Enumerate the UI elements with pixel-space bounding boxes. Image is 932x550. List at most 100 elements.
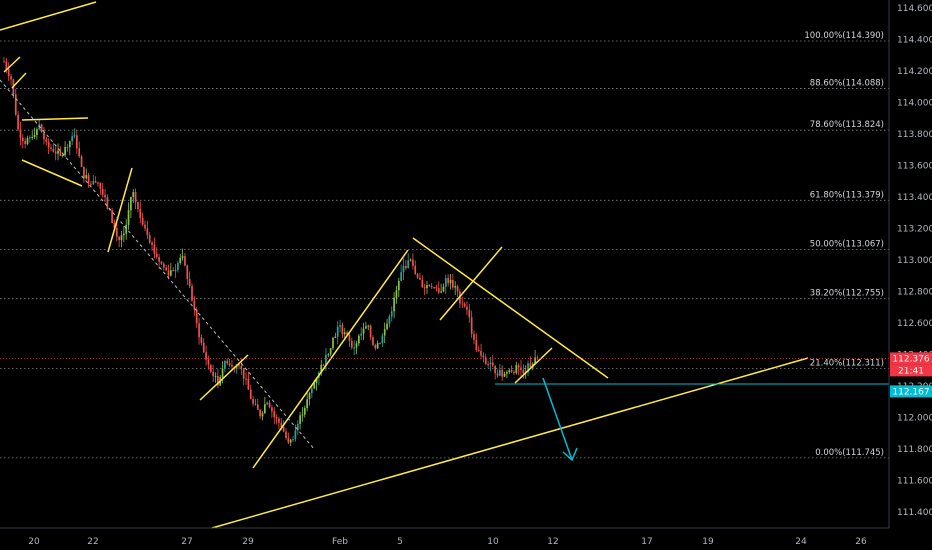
candle-body: [172, 270, 175, 272]
candle-body: [177, 262, 179, 270]
candle-body: [491, 362, 494, 366]
candle-body: [167, 270, 170, 276]
candle-body: [374, 344, 377, 349]
candle-body: [5, 61, 8, 70]
candle-body: [191, 285, 193, 301]
x-tick-label-1: 22: [87, 537, 98, 547]
candle-body: [261, 413, 264, 417]
trendline-11: [199, 354, 249, 401]
candle-body: [113, 223, 116, 229]
candle-body: [527, 363, 529, 373]
candle-body: [477, 349, 480, 351]
candle-body: [87, 175, 90, 184]
candle-body: [90, 183, 92, 185]
fib-level-label-7: 0.00%(111.745): [815, 448, 884, 458]
candle-body: [461, 303, 464, 305]
trendline-4: [21, 159, 83, 187]
price-tag-label-0: 112.376: [892, 355, 929, 365]
candle-body: [442, 286, 445, 292]
candle-body: [339, 325, 341, 327]
candle-body: [383, 329, 386, 336]
candle-body: [83, 166, 85, 179]
candle-body: [475, 339, 478, 350]
x-tick-label-5: 5: [397, 537, 403, 547]
candle-body: [247, 379, 250, 390]
time-axis: 20 22 27 29 Feb 5 10 12 17 19 24 26: [28, 537, 867, 547]
x-tick-label-3: 29: [242, 537, 254, 547]
x-tick-label-6: 10: [487, 537, 499, 547]
candle-body: [494, 365, 496, 374]
candle-body: [343, 332, 346, 335]
x-tick-label-8: 17: [641, 537, 652, 547]
candle-body: [144, 224, 146, 229]
trendline-5: [107, 167, 133, 253]
candle-body: [24, 140, 26, 144]
candle-body: [287, 438, 290, 443]
x-tick-label-7: 12: [547, 537, 558, 547]
candle-body: [463, 303, 466, 307]
trendline-10: [211, 357, 809, 529]
candle-body: [19, 129, 22, 138]
candle-body: [275, 417, 278, 419]
y-tick-label-1: 114.400: [897, 35, 932, 45]
candle-body: [153, 244, 156, 254]
y-tick-label-7: 113.200: [897, 225, 932, 235]
candle-body: [115, 228, 118, 237]
candle-body: [123, 233, 125, 236]
candle-body: [33, 134, 36, 138]
candle-body: [456, 286, 459, 292]
candle-body: [468, 309, 471, 318]
price-tag-label-1: 21:41: [898, 367, 924, 377]
candle-body: [421, 279, 424, 288]
candle-body: [520, 367, 522, 370]
candle-body: [444, 278, 447, 287]
y-tick-label-2: 114.200: [897, 67, 932, 77]
candle-body: [73, 135, 76, 137]
candle-body: [200, 337, 203, 343]
x-tick-label-2: 27: [181, 537, 192, 547]
trendline-6: [412, 237, 609, 379]
candle-body: [186, 265, 189, 280]
candle-body: [435, 287, 438, 289]
y-tick-label-10: 112.600: [897, 319, 932, 329]
candle-body: [97, 182, 99, 184]
candle-body: [217, 375, 219, 386]
candle-body: [165, 267, 167, 271]
candle-body: [195, 309, 198, 324]
candle-body: [104, 194, 106, 198]
fib-level-label-4: 50.00%(113.067): [810, 239, 884, 249]
candle-body: [379, 342, 381, 344]
candle-body: [92, 181, 95, 185]
candle-body: [252, 398, 254, 404]
candle-body: [57, 150, 59, 154]
candle-body: [311, 388, 313, 394]
candle-body: [416, 274, 419, 278]
candle-body: [245, 378, 247, 380]
candle-body: [209, 364, 212, 372]
candle-body: [522, 369, 525, 374]
trendline-0: [0, 1, 97, 31]
candle-body: [68, 141, 71, 148]
candle-body: [452, 279, 454, 288]
y-tick-label-3: 114.000: [897, 98, 932, 108]
candle-body: [240, 365, 243, 369]
candle-body: [346, 332, 348, 335]
candle-body: [395, 290, 398, 298]
y-tick-label-0: 114.600: [897, 4, 932, 14]
candle-body: [139, 209, 142, 218]
candle-body: [412, 259, 414, 266]
candle-body: [367, 325, 370, 327]
candle-body: [193, 300, 196, 310]
candle-body: [437, 288, 440, 293]
candle-body: [31, 137, 34, 139]
candle-body: [466, 306, 468, 310]
candle-body: [508, 370, 511, 373]
candle-body: [303, 408, 306, 415]
candle-body: [329, 348, 332, 355]
candle-body: [71, 136, 73, 142]
fib-level-label-0: 100.00%(114.390): [804, 31, 884, 41]
candle-body: [510, 370, 513, 372]
candle-body: [278, 418, 280, 423]
candle-body: [285, 431, 287, 439]
